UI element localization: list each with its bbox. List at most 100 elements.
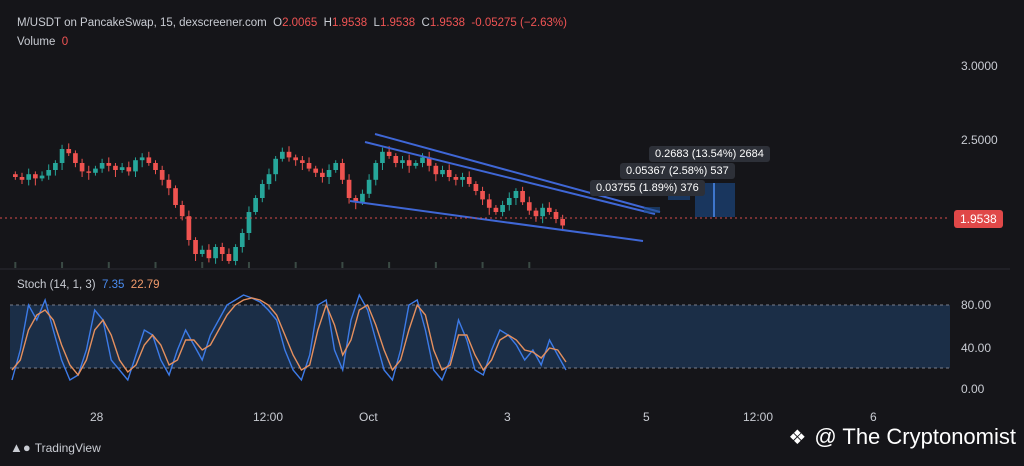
candle-body xyxy=(433,165,439,175)
candle-body xyxy=(146,157,152,163)
candle-body xyxy=(93,168,98,173)
volume-bar xyxy=(434,262,437,268)
volume-bar xyxy=(294,262,297,268)
stoch-legend: Stoch (14, 1, 3) 7.35 22.79 xyxy=(17,279,160,291)
candle-body xyxy=(173,188,178,205)
candle-body xyxy=(506,198,512,205)
volume-bars xyxy=(14,262,531,268)
price-legend: M/USDT on PancakeSwap, 15, dexscreener.c… xyxy=(17,17,567,29)
candle-body xyxy=(373,163,379,180)
candle-body xyxy=(513,191,519,198)
candle-body xyxy=(293,157,299,161)
candle-body xyxy=(346,179,352,198)
volume-bar xyxy=(154,262,157,268)
volume-bar xyxy=(107,262,110,268)
volume-bar xyxy=(61,262,64,268)
stoch-tick-0: 0.00 xyxy=(961,382,985,396)
candle-body xyxy=(199,249,205,254)
candle-body xyxy=(553,212,559,219)
candle-body xyxy=(360,193,365,203)
candle-body xyxy=(386,151,392,156)
candle-body xyxy=(206,249,212,259)
candle-body xyxy=(33,174,38,179)
volume-label: Volume xyxy=(17,36,56,48)
stoch-tick-80: 80.00 xyxy=(961,298,992,312)
candle-body xyxy=(320,172,325,177)
candle-body xyxy=(333,163,339,170)
measure-label-2: 0.05367 (2.58%) 537 xyxy=(620,163,735,179)
candle-body xyxy=(353,198,359,203)
time-tick-5: 5 xyxy=(643,410,650,424)
candle-body xyxy=(159,170,165,180)
candle-body xyxy=(406,160,412,166)
candle-body xyxy=(79,163,85,172)
candle-body xyxy=(133,160,138,172)
candle-body xyxy=(213,247,218,259)
candle-body xyxy=(420,157,425,163)
candle-body xyxy=(313,168,319,173)
candle-body xyxy=(426,157,432,166)
candle-body xyxy=(66,149,72,154)
candle-body xyxy=(286,151,292,158)
measure-label-1: 0.2683 (13.54%) 2684 xyxy=(649,146,770,162)
time-tick-oct: Oct xyxy=(359,410,378,424)
candle-body xyxy=(380,151,385,163)
candle-body xyxy=(440,170,445,175)
candle-body xyxy=(13,174,18,177)
pair-title: M/USDT on PancakeSwap, 15, dexscreener.c… xyxy=(17,17,267,29)
watermark: ❖ @ The Cryptonomist xyxy=(788,424,1016,450)
candle-body xyxy=(259,184,265,198)
volume-value: 0 xyxy=(61,36,69,48)
stoch-k-line xyxy=(11,293,567,382)
tradingview-logo[interactable]: ▲● TradingView xyxy=(10,440,101,455)
time-tick-28: 28 xyxy=(90,410,104,424)
channel-upper-line xyxy=(374,133,661,213)
candle-body xyxy=(366,179,372,194)
candle-body xyxy=(413,163,419,166)
volume-bar xyxy=(201,262,204,268)
candle-body xyxy=(446,170,452,177)
candle-body xyxy=(233,247,238,261)
candles xyxy=(13,143,565,266)
volume-bar xyxy=(247,262,250,268)
high-value: 1.9538 xyxy=(331,17,368,29)
candle-body xyxy=(153,163,158,170)
candle-body xyxy=(246,212,252,233)
tradingview-label: TradingView xyxy=(34,440,101,455)
stoch-tick-40: 40.00 xyxy=(961,341,992,355)
tradingview-icon: ▲● xyxy=(10,440,31,455)
candle-body xyxy=(226,254,232,261)
candle-body xyxy=(59,149,65,163)
candle-body xyxy=(106,163,112,166)
candle-body xyxy=(26,174,32,180)
candle-body xyxy=(493,207,499,212)
candle-body xyxy=(306,163,312,169)
candle-body xyxy=(193,240,198,254)
volume-bar xyxy=(341,262,344,268)
candle-body xyxy=(486,199,492,208)
stoch-label: Stoch (14, 1, 3) xyxy=(17,279,96,291)
candle-body xyxy=(453,177,459,180)
volume-bar xyxy=(388,262,391,268)
open-value: 2.0065 xyxy=(282,17,318,29)
low-label: L xyxy=(373,17,380,29)
time-tick-1200b: 12:00 xyxy=(743,410,774,424)
candle-body xyxy=(179,205,185,217)
measure-label-3: 0.03755 (1.89%) 376 xyxy=(590,180,705,196)
candle-body xyxy=(340,163,345,180)
candle-body xyxy=(219,247,225,254)
stoch-k-value: 7.35 xyxy=(102,279,125,291)
measure-box-3 xyxy=(644,207,660,213)
channel-lower-line xyxy=(349,200,644,242)
candle-body xyxy=(239,233,245,247)
candle-body xyxy=(400,160,405,163)
watermark-label: @ The Cryptonomist xyxy=(814,424,1016,449)
candle-body xyxy=(19,177,25,180)
candle-body xyxy=(266,174,272,184)
measure-box-2 xyxy=(668,192,690,200)
candle-body xyxy=(99,163,105,169)
volume-bar xyxy=(481,262,484,268)
candle-body xyxy=(273,158,278,175)
candle-body xyxy=(253,198,258,212)
